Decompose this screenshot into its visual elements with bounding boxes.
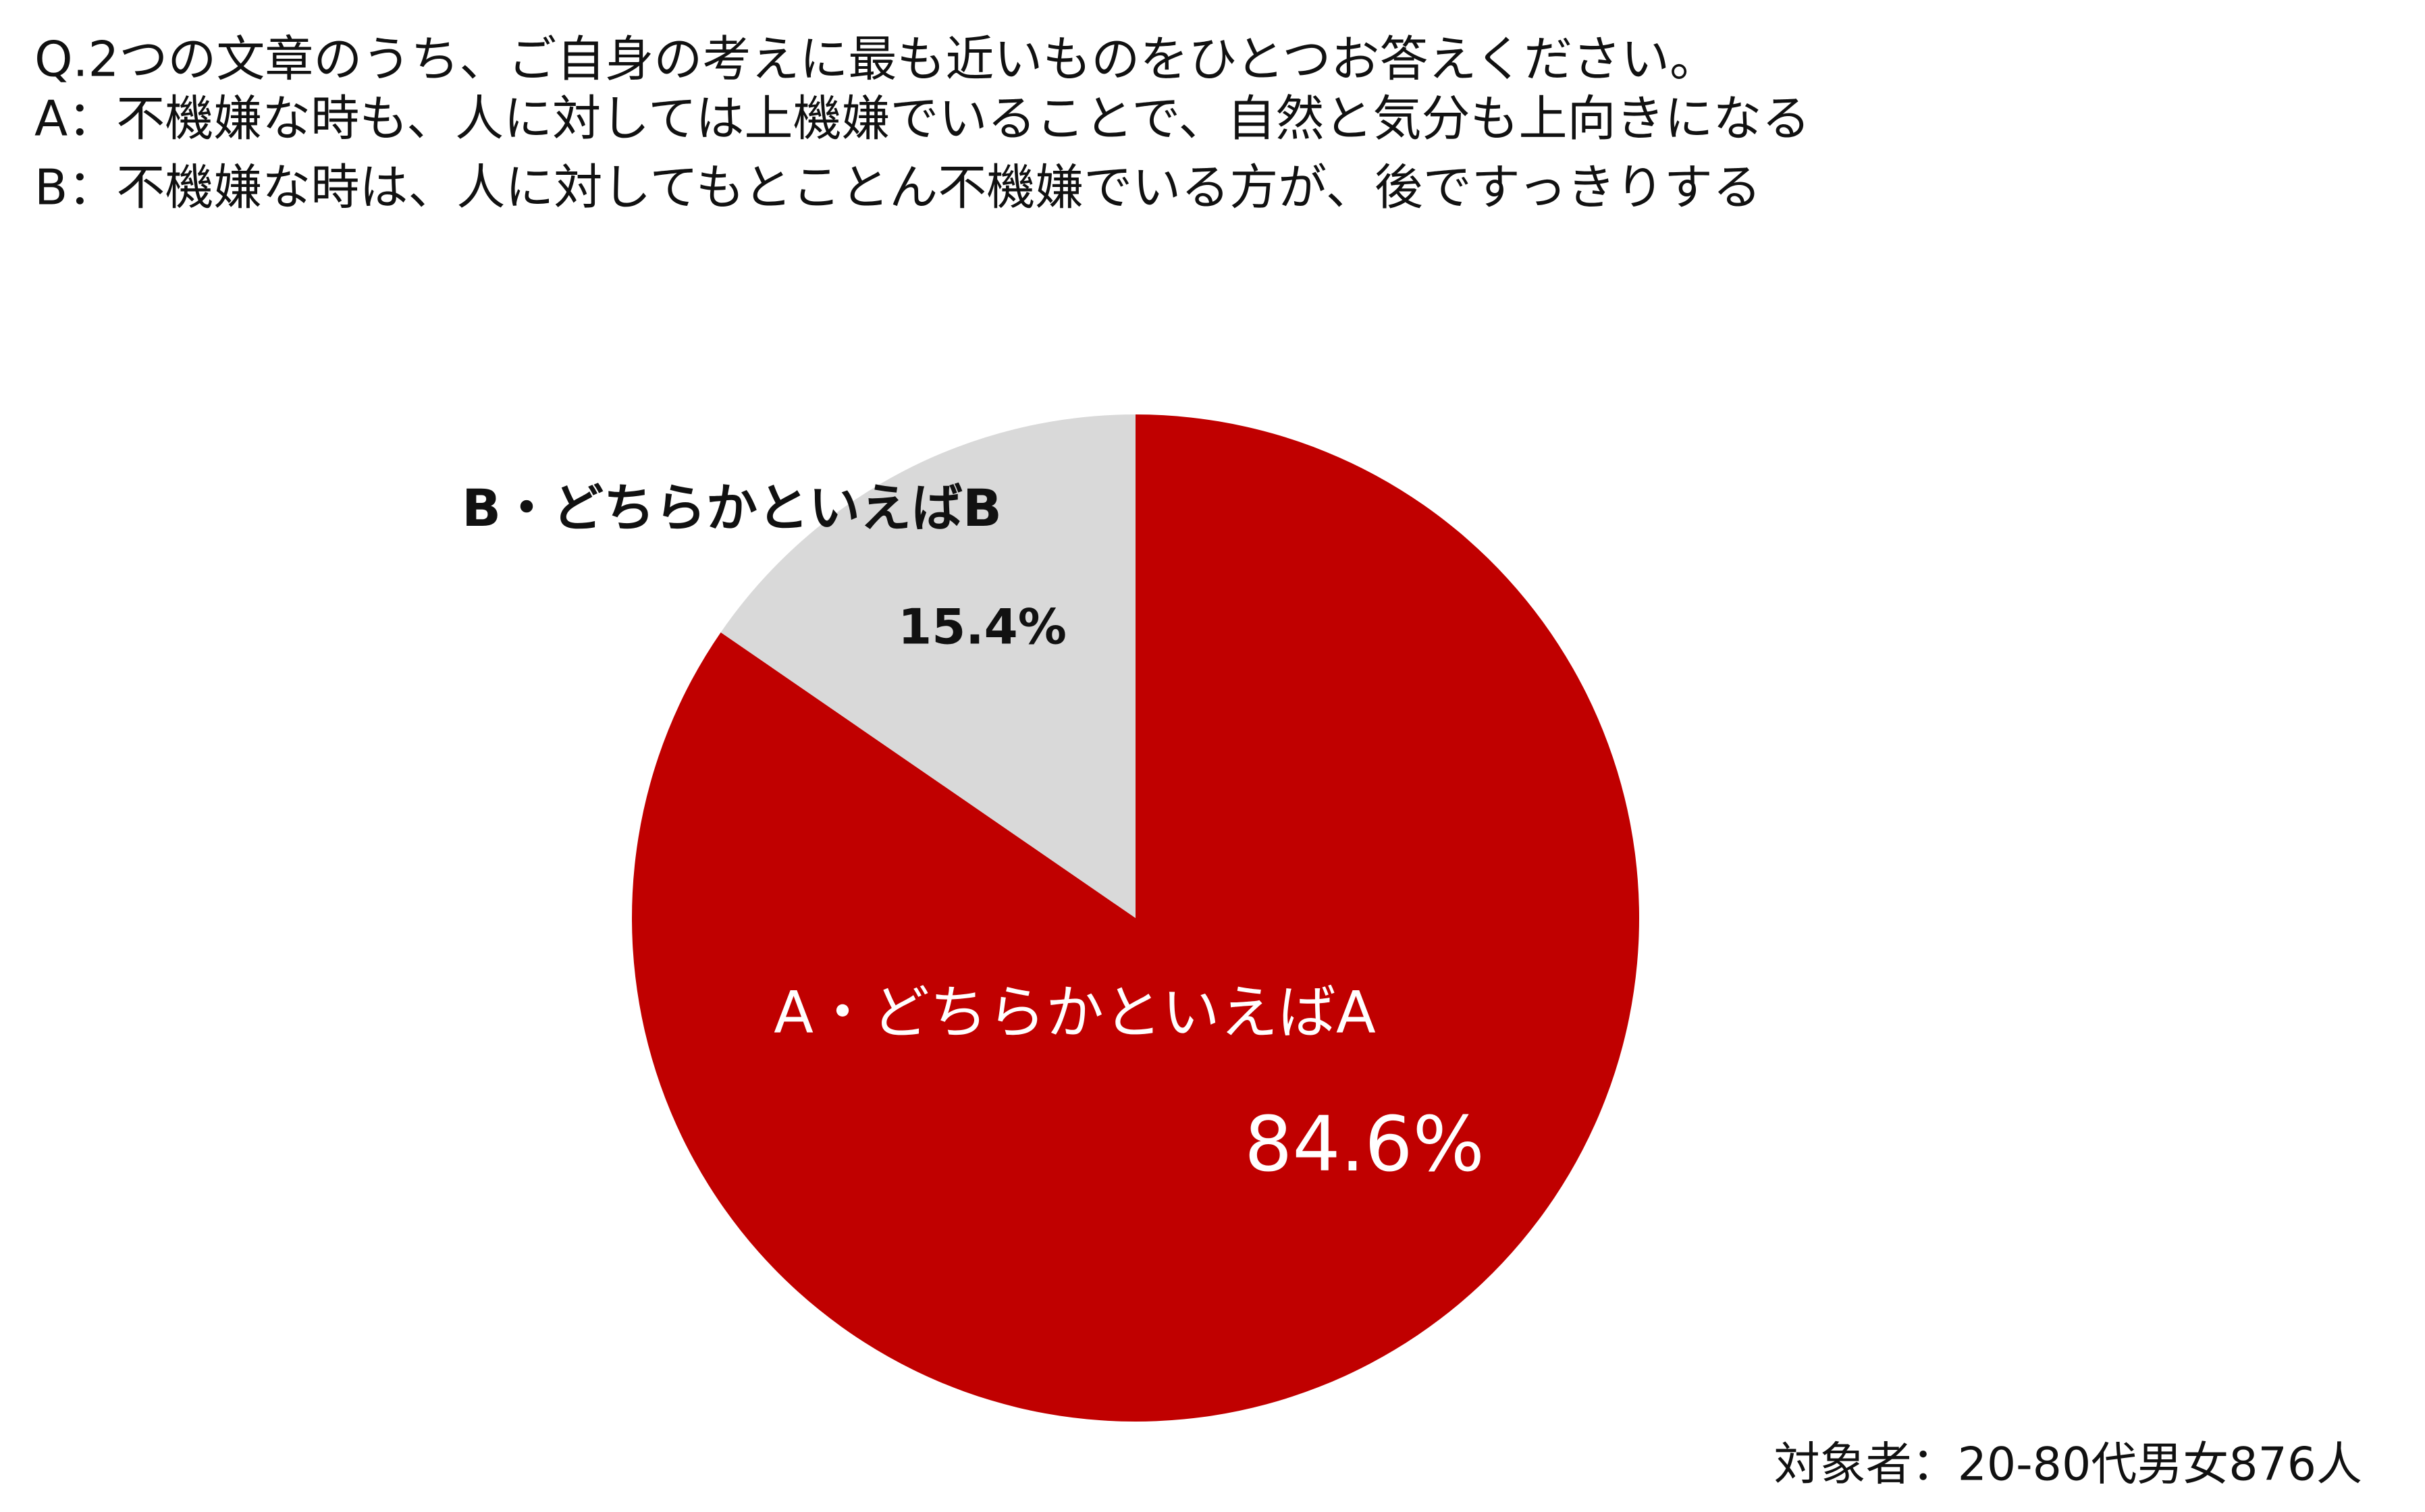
value-label: 15.4%: [898, 599, 1067, 655]
title-line: A：不機嫌な時も、人に対しては上機嫌でいることで、自然と気分も上向きになる: [34, 90, 1810, 147]
pie-slice: [632, 414, 1640, 1422]
title-line: B：不機嫌な時は、人に対してもとことん不機嫌でいる方が、後ですっきりする: [34, 159, 1761, 216]
pie-slice: [720, 414, 1136, 918]
title-line: Q.2つの文章のうち、ご自身の考えに最も近いものをひとつお答えください。: [34, 31, 1718, 88]
slice-label: B・どちらかといえばB: [462, 478, 1002, 538]
slice-label: A・どちらかといえばA: [774, 979, 1376, 1046]
value-label: 84.6%: [1244, 1101, 1485, 1189]
footnote: 対象者：20-80代男女876人: [1774, 1438, 2362, 1492]
